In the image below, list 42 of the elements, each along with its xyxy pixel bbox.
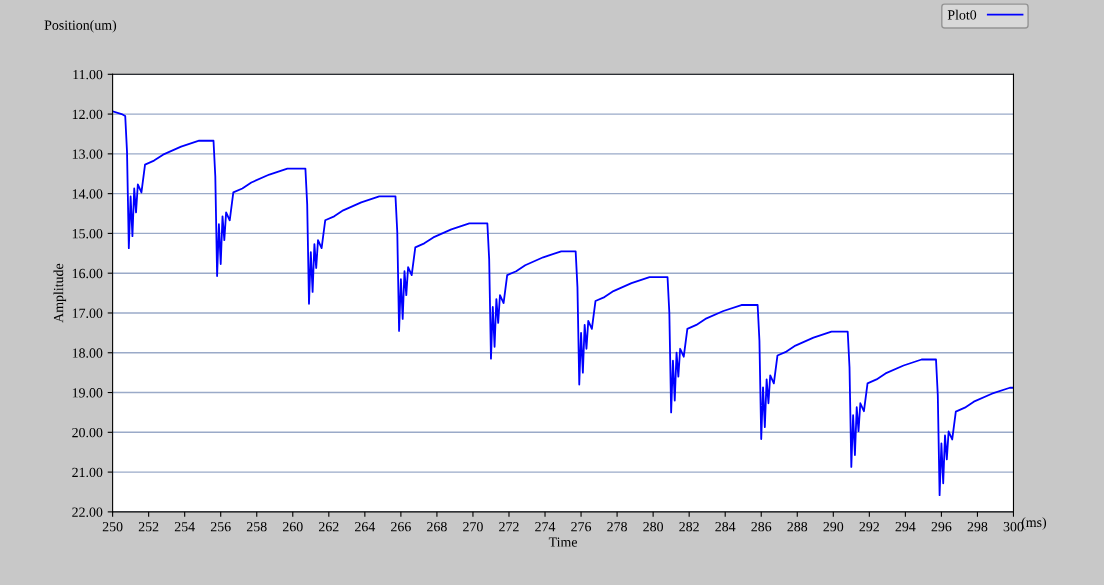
y-axis-title: Amplitude: [53, 263, 67, 323]
y-tick-label: 21.00: [72, 467, 103, 478]
y-tick-label: 11.00: [73, 69, 103, 80]
y-tick-label: 22.00: [72, 507, 103, 517]
y-tick-label: 12.00: [72, 109, 103, 120]
x-tick-label: 272: [499, 522, 519, 532]
x-tick-label: 292: [859, 522, 879, 532]
legend-label: Plot0: [947, 9, 977, 20]
y-tick-label: 13.00: [72, 149, 103, 159]
y-tick-label: 15.00: [72, 229, 103, 239]
x-tick-label: 262: [319, 522, 339, 532]
x-tick-label: 288: [787, 522, 808, 532]
x-tick-label: 280: [643, 522, 664, 532]
x-tick-label: 276: [571, 522, 592, 532]
x-tick-label: 256: [210, 522, 231, 532]
x-tick-label: 258: [246, 522, 267, 532]
y-tick-label: 19.00: [72, 388, 103, 398]
x-tick-label: 270: [463, 522, 483, 532]
x-tick-label: 252: [138, 522, 159, 532]
y-tick-label: 18.00: [72, 348, 103, 358]
chart-title: Position(um): [44, 20, 117, 33]
y-tick-label: 14.00: [72, 189, 103, 199]
x-tick-label: 294: [895, 522, 916, 532]
x-tick-label: 268: [427, 522, 447, 532]
y-tick-label: 20.00: [72, 427, 103, 438]
y-tick-label: 17.00: [72, 308, 103, 318]
y-tick-label: 16.00: [72, 268, 103, 279]
x-tick-label: 290: [823, 522, 844, 532]
x-tick-label: 296: [931, 522, 952, 532]
x-tick-label: 250: [102, 522, 123, 532]
x-tick-label: 286: [751, 522, 772, 532]
x-tick-label: 260: [282, 522, 303, 532]
x-tick-label: 254: [174, 522, 195, 532]
x-tick-label: 298: [967, 522, 988, 532]
x-axis-title: Time: [548, 537, 577, 547]
x-tick-label: 282: [679, 522, 699, 532]
x-tick-label: 278: [607, 522, 627, 532]
x-tick-label: 284: [715, 522, 736, 532]
line-series: [112, 110, 1014, 497]
x-tick-label: 264: [355, 522, 376, 532]
x-tick-label: 266: [391, 522, 411, 532]
x-tick-label: 274: [535, 522, 556, 532]
